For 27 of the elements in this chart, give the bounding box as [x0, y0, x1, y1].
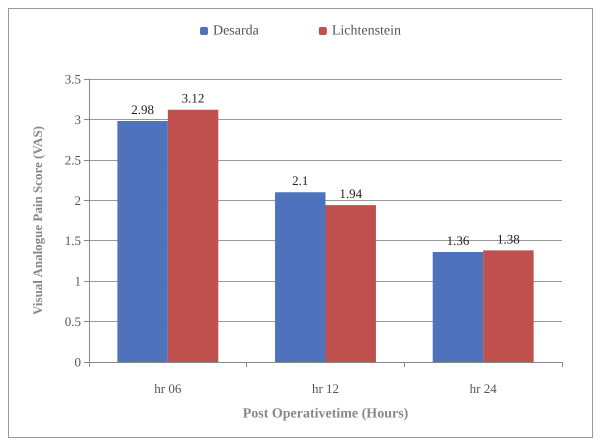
- y-tick-label: 3: [74, 112, 81, 127]
- bar: [168, 110, 218, 362]
- x-tick-label: hr 06: [154, 381, 182, 396]
- y-tick-label: 0: [74, 354, 81, 370]
- legend-label: Lichtenstein: [332, 24, 402, 38]
- x-tick-label: hr 24: [470, 381, 498, 396]
- bar: [117, 121, 168, 362]
- data-label: 2.98: [131, 102, 154, 118]
- data-label: 1.36: [446, 233, 470, 248]
- bar: [483, 250, 534, 362]
- y-tick-label: 1.5: [64, 233, 81, 248]
- bar: [275, 192, 326, 362]
- y-tick-label: 2.5: [64, 152, 81, 168]
- legend-label: Desarda: [212, 24, 260, 38]
- bar: [326, 205, 376, 362]
- y-tick-label: 0.5: [64, 314, 81, 330]
- data-label: 3.12: [182, 90, 204, 106]
- bar: [432, 252, 484, 362]
- x-tick-label: hr 12: [312, 381, 340, 396]
- y-axis-title: Visual Analogue Pain Score (VAS): [30, 126, 45, 316]
- data-label: 1.94: [339, 186, 363, 202]
- x-axis-title: Post Operativetime (Hours): [242, 406, 409, 422]
- data-label: 2.1: [292, 173, 308, 188]
- y-tick-label: 1: [74, 274, 81, 289]
- y-tick-label: 3.5: [64, 72, 81, 86]
- y-tick-label: 2: [74, 192, 81, 208]
- data-label: 1.38: [497, 231, 520, 246]
